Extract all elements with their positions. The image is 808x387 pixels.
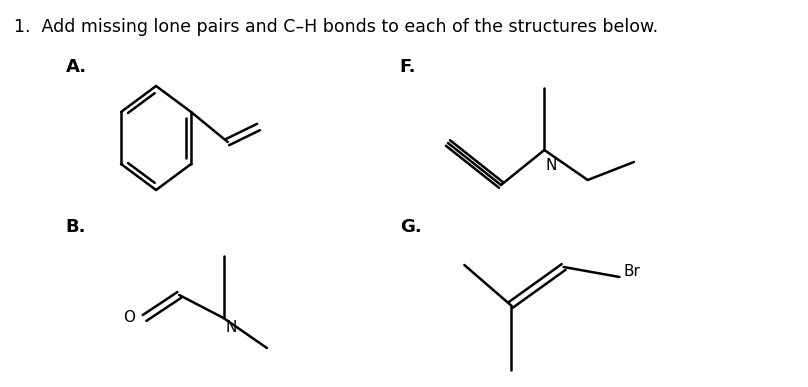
Text: G.: G. [400, 218, 422, 236]
Text: O: O [123, 310, 135, 325]
Text: A.: A. [65, 58, 86, 76]
Text: N: N [225, 320, 237, 335]
Text: B.: B. [65, 218, 86, 236]
Text: N: N [545, 158, 557, 173]
Text: Br: Br [623, 264, 640, 279]
Text: F.: F. [400, 58, 416, 76]
Text: 1.  Add missing lone pairs and C–H bonds to each of the structures below.: 1. Add missing lone pairs and C–H bonds … [15, 18, 659, 36]
